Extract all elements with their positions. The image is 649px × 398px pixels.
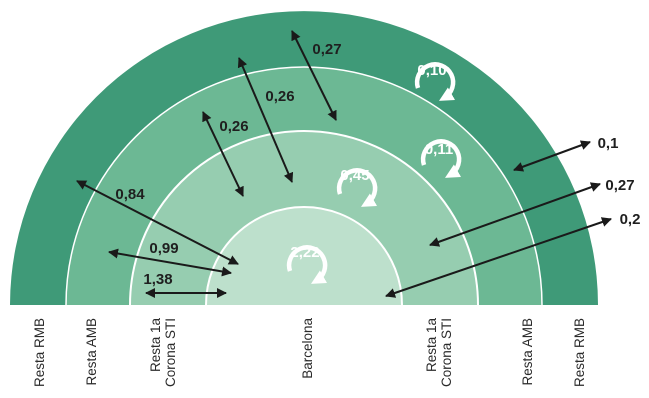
cycle-value-barcelona: 2,22: [290, 244, 319, 261]
svg-text:Corona STI: Corona STI: [439, 318, 454, 387]
flow-value-rmb-outside: 0,1: [598, 135, 619, 152]
flow-arrow-barcelona-outside: [385, 217, 612, 298]
svg-text:Resta AMB: Resta AMB: [520, 318, 535, 386]
cycle-value-rmb: 0,10: [417, 62, 446, 79]
flow-value-corona-amb: 0,26: [219, 118, 248, 135]
flow-value-amb-rmb: 0,27: [312, 41, 341, 58]
zone-label-amb-right: Resta AMB: [520, 318, 535, 386]
zone-label-corona-left: Resta 1a Corona STI: [148, 318, 178, 388]
cycle-value-amb: 0,11: [425, 141, 453, 158]
flow-arrow-barcelona-rmb: [76, 180, 239, 265]
cycle-barcelona: 2,22: [286, 244, 328, 284]
zone-label-amb-left: Resta AMB: [84, 318, 99, 386]
flow-value-barcelona-amb: 0,99: [149, 240, 178, 257]
svg-text:Resta 1a: Resta 1a: [424, 318, 439, 373]
zone-label-rmb-right: Resta RMB: [572, 318, 587, 387]
flow-value-barcelona-rmb: 0,84: [115, 186, 145, 203]
flow-value-corona-outside: 0,27: [605, 177, 634, 194]
cycle-amb: 0,11: [420, 139, 462, 178]
flow-value-barcelona-outside: 0,2: [620, 211, 641, 228]
flow-arrow-corona-amb: [202, 111, 244, 197]
flow-value-corona-rmb: 0,26: [265, 88, 294, 105]
cycle-corona: 0,45: [336, 167, 378, 207]
svg-text:Barcelona: Barcelona: [300, 318, 315, 379]
svg-text:Resta AMB: Resta AMB: [84, 318, 99, 386]
svg-text:Corona STI: Corona STI: [163, 318, 178, 387]
flow-value-barcelona-corona: 1,38: [143, 271, 172, 288]
svg-text:Resta 1a: Resta 1a: [148, 318, 163, 373]
flow-arrow-amb-rmb: [291, 30, 337, 121]
flow-arrow-corona-rmb: [237, 57, 294, 183]
zone-label-rmb-left: Resta RMB: [32, 318, 47, 387]
zone-barcelona: [206, 207, 402, 305]
svg-text:Resta RMB: Resta RMB: [572, 318, 587, 387]
zone-label-barcelona: Barcelona: [300, 318, 315, 379]
flow-arrow-rmb-outside: [513, 140, 591, 172]
cycle-rmb: 0,10: [414, 62, 456, 101]
svg-text:Resta RMB: Resta RMB: [32, 318, 47, 387]
zone-label-corona-right: Resta 1a Corona STI: [424, 318, 454, 388]
cycle-value-corona: 0,45: [340, 167, 369, 184]
